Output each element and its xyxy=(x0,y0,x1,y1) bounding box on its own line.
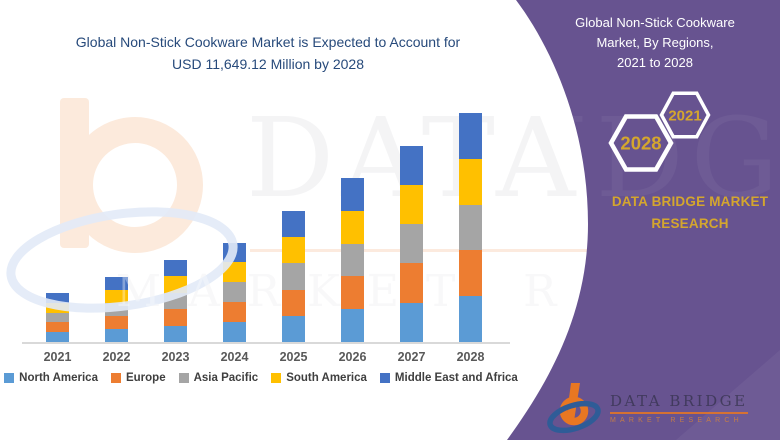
bar-segment-2026-north-america xyxy=(341,309,364,342)
x-axis-label-2023: 2023 xyxy=(161,350,190,364)
legend-swatch-north-america xyxy=(4,373,15,383)
stacked-bar-2026 xyxy=(341,178,364,342)
hexagon-2021-label: 2021 xyxy=(668,108,701,125)
x-axis-label-2027: 2027 xyxy=(397,350,426,364)
hexagon-badges: 2021 2028 xyxy=(608,91,711,172)
legend-swatch-middle-east-and-africa xyxy=(379,373,390,383)
bar-segment-2027-north-america xyxy=(400,302,423,342)
stacked-bar-2023 xyxy=(164,259,187,342)
bar-segment-2024-asia-pacific xyxy=(223,282,246,303)
legend-label-europe: Europe xyxy=(125,372,166,384)
bar-segment-2022-europe xyxy=(105,315,128,329)
bar-column-2023 xyxy=(146,259,205,342)
bar-segment-2028-asia-pacific xyxy=(459,204,482,251)
bar-segment-2025-south-america xyxy=(282,237,305,264)
bar-segment-2023-asia-pacific xyxy=(164,292,187,309)
legend-item-europe: Europe xyxy=(110,372,166,384)
dbmr-b-icon xyxy=(547,383,601,434)
dbmr-logo: DATA BRIDGE MARKET RESEARCH xyxy=(546,381,748,435)
stacked-bar-2028 xyxy=(459,113,482,342)
bar-segment-2027-south-america xyxy=(400,184,423,225)
bar-segment-2024-south-america xyxy=(223,262,246,283)
bar-segment-2026-middle-east-and-africa xyxy=(341,178,364,211)
dbmr-logo-name: DATA BRIDGE xyxy=(610,392,748,414)
legend-item-south-america: South America xyxy=(271,372,367,384)
x-axis-label-2024: 2024 xyxy=(220,350,249,364)
bar-segment-2024-north-america xyxy=(223,322,246,342)
bar-segment-2022-asia-pacific xyxy=(105,302,128,316)
bar-segment-2022-middle-east-and-africa xyxy=(105,276,128,290)
bar-segment-2022-south-america xyxy=(105,289,128,303)
bar-segment-2021-asia-pacific xyxy=(46,312,69,323)
hexagon-2028-label: 2028 xyxy=(620,133,661,154)
bar-segment-2021-europe xyxy=(46,322,69,333)
bar-segment-2022-north-america xyxy=(105,328,128,342)
bar-segment-2027-europe xyxy=(400,263,423,303)
bar-segment-2023-europe xyxy=(164,309,187,326)
x-axis-line xyxy=(22,342,510,344)
legend-item-north-america: North America xyxy=(4,372,98,384)
bar-segment-2026-south-america xyxy=(341,210,364,244)
x-axis-label-2025: 2025 xyxy=(279,350,308,364)
bar-column-2026 xyxy=(323,178,382,342)
stacked-bar-2022 xyxy=(105,276,128,342)
x-axis-label-2022: 2022 xyxy=(102,350,131,364)
legend-swatch-asia-pacific xyxy=(178,373,189,383)
bar-segment-2023-south-america xyxy=(164,276,187,293)
brand-name: DATA BRIDGE MARKET RESEARCH xyxy=(611,194,769,231)
x-axis-label-2026: 2026 xyxy=(338,350,367,364)
bar-segment-2024-middle-east-and-africa xyxy=(223,242,246,263)
legend-label-north-america: North America xyxy=(19,372,98,384)
sidebar-title: Global Non-Stick Cookware Market, By Reg… xyxy=(575,15,735,71)
legend-label-asia-pacific: Asia Pacific xyxy=(193,372,259,384)
stacked-bar-2024 xyxy=(223,242,246,342)
x-axis-label-2028: 2028 xyxy=(456,350,485,364)
legend-label-south-america: South America xyxy=(286,372,367,384)
bar-segment-2023-north-america xyxy=(164,325,187,342)
bar-segment-2021-south-america xyxy=(46,302,69,313)
legend-item-asia-pacific: Asia Pacific xyxy=(178,372,259,384)
stacked-bar-2021 xyxy=(46,293,69,342)
dbmr-logo-tagline: MARKET RESEARCH xyxy=(610,417,743,424)
legend-item-middle-east-and-africa: Middle East and Africa xyxy=(379,372,518,384)
bar-segment-2026-europe xyxy=(341,276,364,310)
plot-area xyxy=(28,82,500,342)
bar-column-2024 xyxy=(205,242,264,342)
bar-column-2027 xyxy=(382,145,441,342)
bar-segment-2024-europe xyxy=(223,302,246,323)
bar-column-2028 xyxy=(441,113,500,342)
bar-column-2022 xyxy=(87,276,146,342)
bar-column-2021 xyxy=(28,293,87,342)
bar-segment-2025-north-america xyxy=(282,315,305,342)
bar-segment-2028-europe xyxy=(459,250,482,297)
bar-segment-2025-europe xyxy=(282,289,305,316)
dbmr-logo-text: DATA BRIDGE MARKET RESEARCH xyxy=(610,392,748,424)
bar-column-2025 xyxy=(264,211,323,342)
stacked-bar-2027 xyxy=(400,145,423,342)
bar-segment-2027-middle-east-and-africa xyxy=(400,145,423,185)
bar-segment-2028-north-america xyxy=(459,296,482,342)
bar-segment-2021-north-america xyxy=(46,332,69,342)
bar-segment-2026-asia-pacific xyxy=(341,243,364,277)
legend-label-middle-east-and-africa: Middle East and Africa xyxy=(394,372,518,384)
legend-swatch-europe xyxy=(110,373,121,383)
chart-title: Global Non-Stick Cookware Market is Expe… xyxy=(75,34,461,73)
bar-segment-2028-south-america xyxy=(459,158,482,205)
bar-segment-2027-asia-pacific xyxy=(400,224,423,264)
x-axis-labels: 2021 2022 2023 2024 2025 2026 2027 2028 xyxy=(28,350,500,364)
bar-segment-2025-asia-pacific xyxy=(282,263,305,290)
chart-legend: North America Europe Asia Pacific South Ame… xyxy=(0,372,522,384)
bar-segment-2025-middle-east-and-africa xyxy=(282,211,305,238)
bar-segment-2023-middle-east-and-africa xyxy=(164,259,187,276)
x-axis-label-2021: 2021 xyxy=(43,350,72,364)
bar-segment-2021-middle-east-and-africa xyxy=(46,293,69,303)
bar-segment-2028-middle-east-and-africa xyxy=(459,113,482,159)
stacked-bar-2025 xyxy=(282,211,305,342)
legend-swatch-south-america xyxy=(271,373,282,383)
